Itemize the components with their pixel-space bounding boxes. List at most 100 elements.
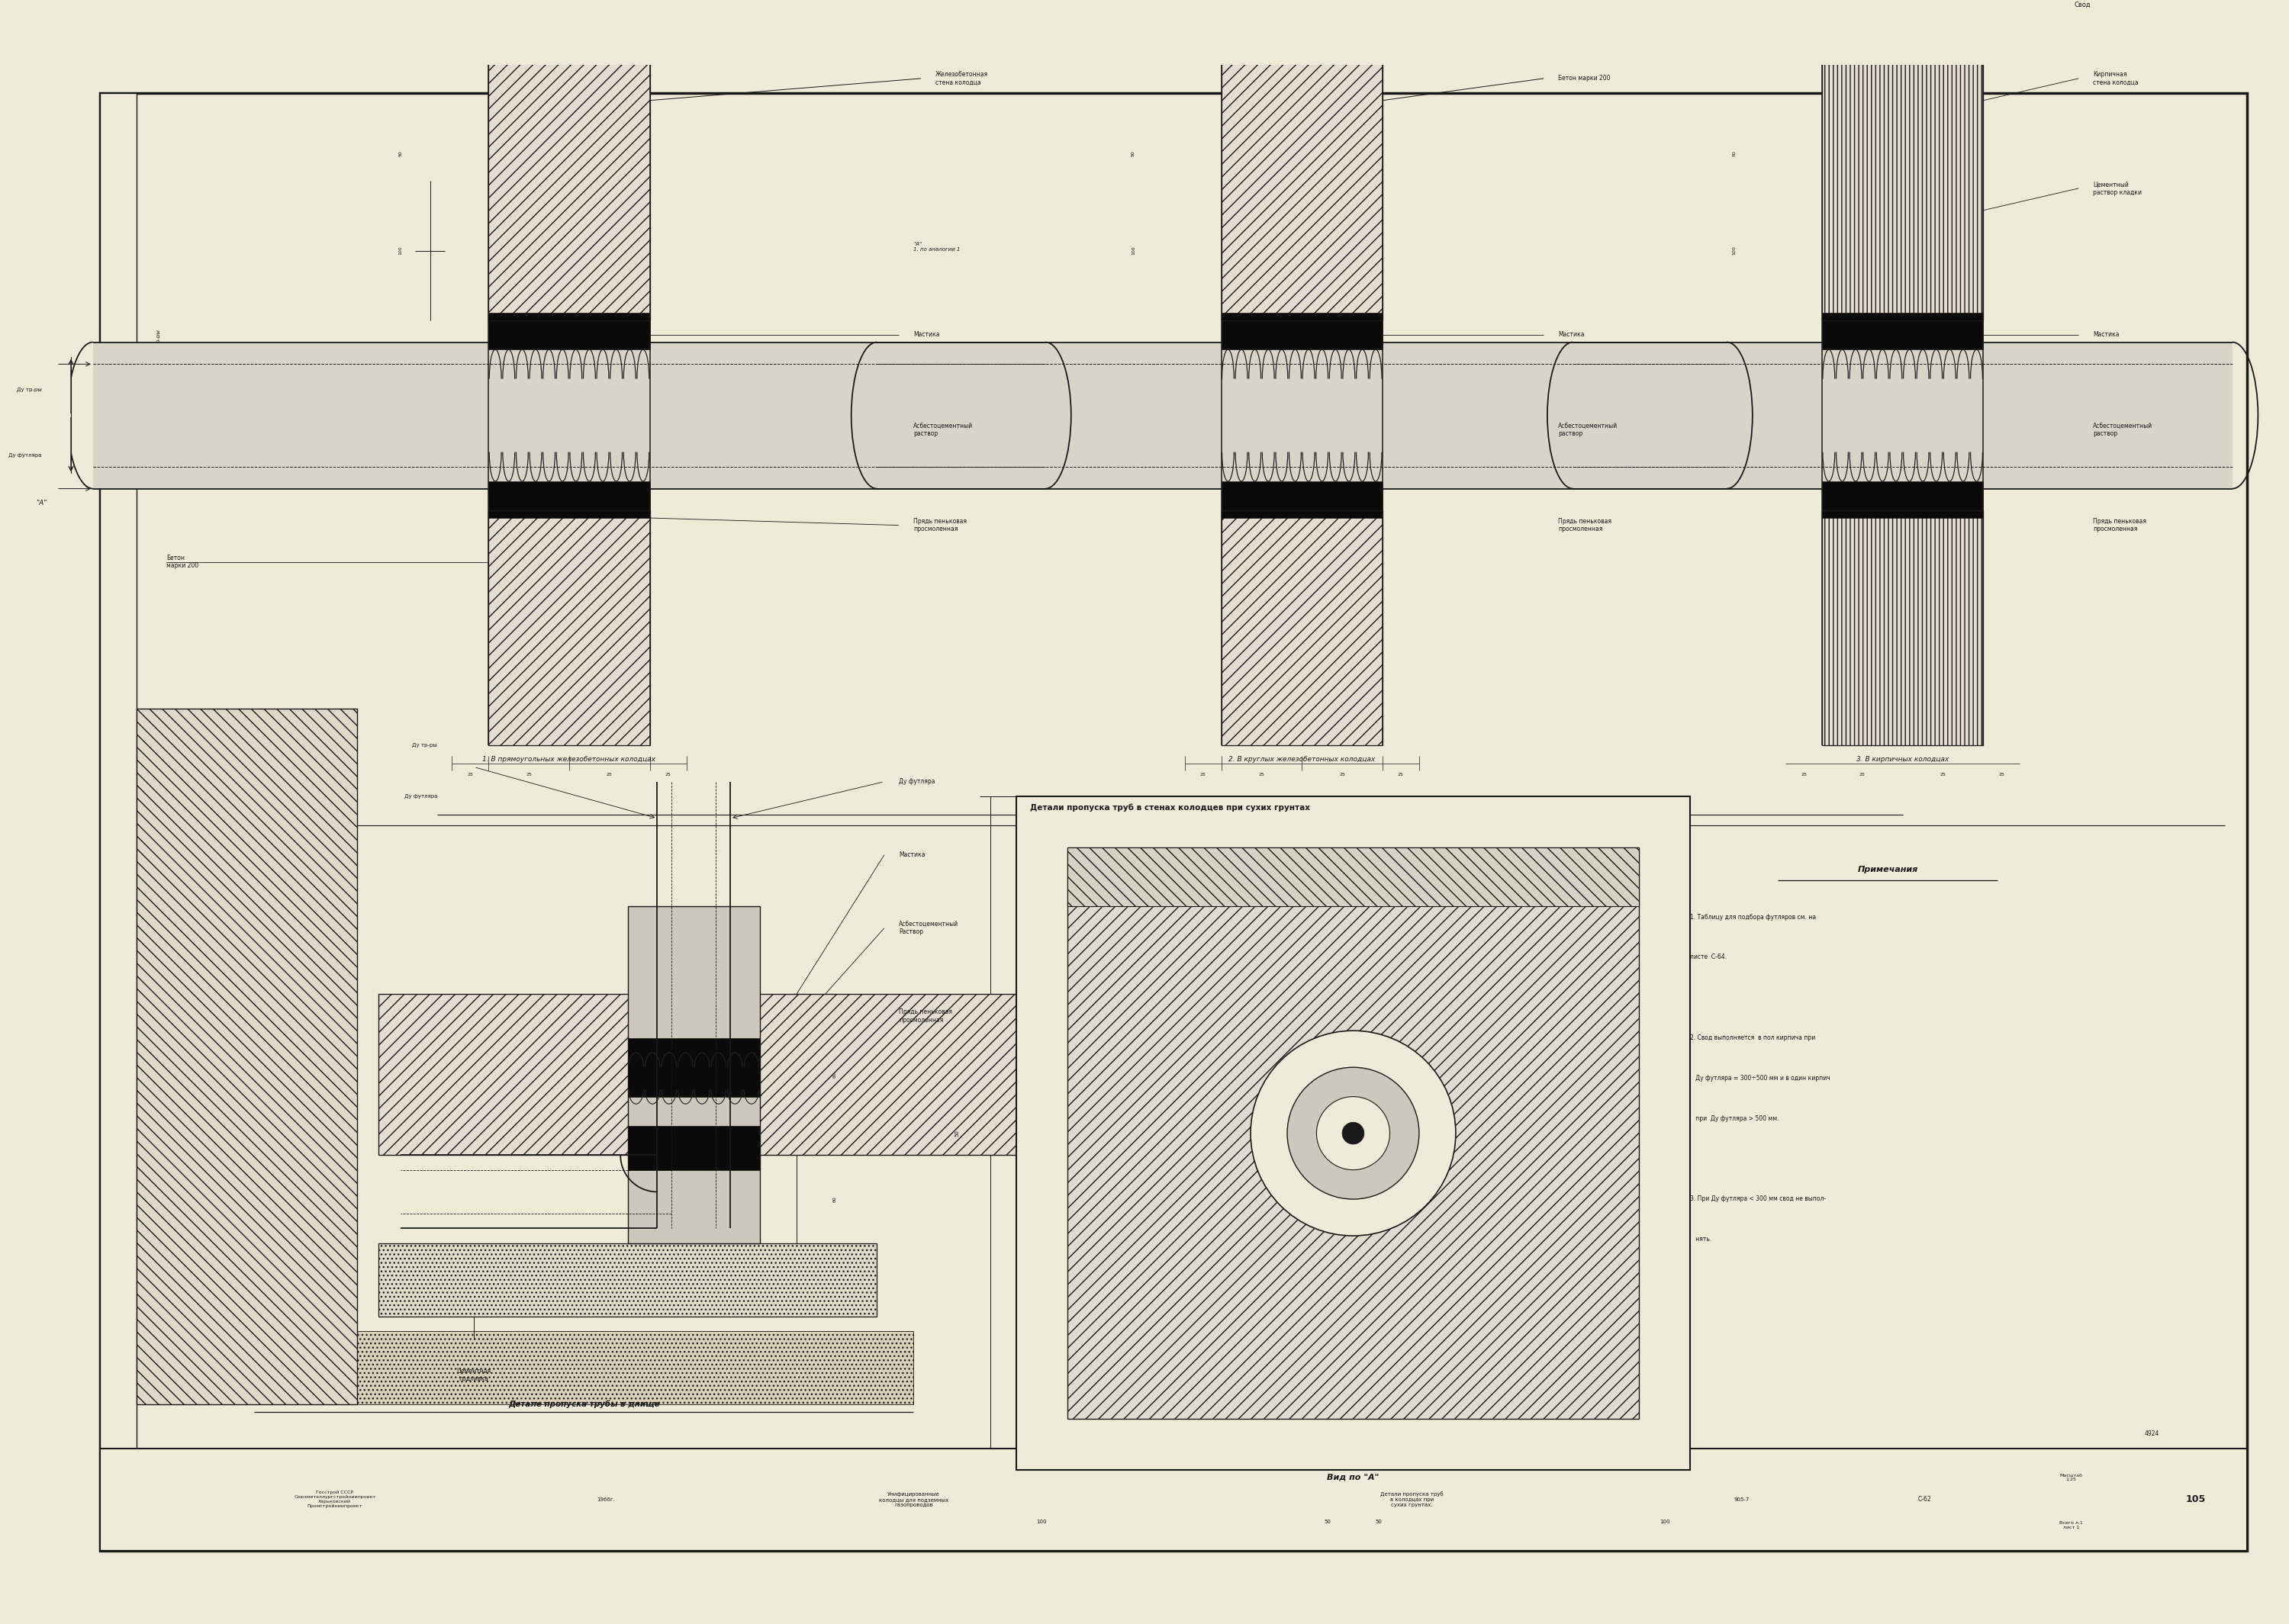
Bar (488, 313, 650, 349)
Text: 100: 100 (1037, 1518, 1046, 1523)
Text: 100: 100 (1660, 1518, 1669, 1523)
Text: Бетон
марки 200: Бетон марки 200 (167, 554, 199, 570)
Text: 25: 25 (1259, 773, 1264, 776)
Bar (1067, 848, 1639, 906)
Circle shape (1316, 1096, 1389, 1169)
Text: 25: 25 (1941, 773, 1946, 776)
Text: 2. В круглых железобетонных колодцах: 2. В круглых железобетонных колодцах (1229, 757, 1376, 763)
Text: Унифицированные
колодцы для подземных
газопроводов: Унифицированные колодцы для подземных га… (879, 1492, 948, 1507)
Text: 50: 50 (1733, 151, 1735, 156)
Text: Прядь пеньковая
просмоленная: Прядь пеньковая просмоленная (1559, 518, 1611, 533)
Text: 25: 25 (1199, 773, 1206, 776)
Text: 25: 25 (1339, 773, 1346, 776)
Text: Детали пропуска труб
в колодцах при
сухих грунтах.: Детали пропуска труб в колодцах при сухи… (1380, 1491, 1444, 1507)
Text: 25: 25 (1801, 773, 1806, 776)
Bar (1573, 343, 2232, 489)
Text: 2. Свод выполняется  в пол кирпича при: 2. Свод выполняется в пол кирпича при (1689, 1034, 1815, 1041)
Text: Цементный
раствор кладки: Цементный раствор кладки (2092, 180, 2143, 197)
Text: Цементная
подливка: Цементная подливка (458, 1367, 492, 1382)
Text: "А": "А" (37, 500, 48, 507)
Text: Примечания: Примечания (1859, 866, 1918, 874)
Text: Ду футляра: Ду футляра (9, 453, 41, 458)
Bar (488, 510, 650, 745)
Text: Ду футляра: Ду футляра (185, 362, 190, 395)
Text: Железобетонная
стена колодца: Железобетонная стена колодца (936, 71, 989, 86)
Bar (1067, 848, 1639, 1419)
Text: "А"
1. по аналогии 1: "А" 1. по аналогии 1 (913, 242, 961, 252)
Text: 25: 25 (1859, 773, 1866, 776)
Bar (1822, 481, 1982, 518)
Text: 25: 25 (467, 773, 474, 776)
Bar (1822, 42, 1982, 320)
Text: Асбестоцементный
раствор: Асбестоцементный раствор (913, 422, 973, 437)
Text: 100: 100 (1131, 247, 1135, 255)
Circle shape (1250, 1031, 1456, 1236)
Bar (1222, 42, 1383, 320)
Text: Прядь пеньковая
просмоленная: Прядь пеньковая просмоленная (2092, 518, 2147, 533)
Text: 4924: 4924 (2145, 1431, 2159, 1437)
Polygon shape (137, 1332, 913, 1405)
Text: 50: 50 (955, 1130, 959, 1137)
Circle shape (1341, 1122, 1364, 1145)
Text: 3. При Ду футляра < 300 мм свод не выпол-: 3. При Ду футляра < 300 мм свод не выпол… (1689, 1195, 1827, 1202)
Text: 25: 25 (1399, 773, 1403, 776)
Text: 25: 25 (526, 773, 531, 776)
Text: 50: 50 (1323, 1518, 1330, 1523)
Text: Детали пропуска труб в стенах колодцев при сухих грунтах: Детали пропуска труб в стенах колодцев п… (1030, 804, 1309, 812)
Text: 50: 50 (398, 151, 403, 156)
Bar (1222, 510, 1383, 745)
Text: 1. В прямоугольных железобетонных колодцах: 1. В прямоугольных железобетонных колодц… (483, 757, 655, 763)
Text: нять.: нять. (1689, 1236, 1712, 1242)
Text: Ду футляра: Ду футляра (405, 794, 437, 799)
Bar (488, 481, 650, 518)
Text: 100: 100 (398, 247, 403, 255)
Bar (627, 1125, 760, 1169)
Text: Ду футляра: Ду футляра (900, 778, 936, 784)
Bar (877, 343, 1726, 489)
Bar (488, 42, 650, 320)
Text: 25: 25 (607, 773, 613, 776)
Bar (101, 93, 137, 1449)
Text: Асбестоцементный
раствор: Асбестоцементный раствор (2092, 422, 2152, 437)
Text: Детале пропуска трубы в днище: Детале пропуска трубы в днище (508, 1400, 659, 1408)
Text: при  Ду футляра > 500 мм.: при Ду футляра > 500 мм. (1689, 1116, 1779, 1122)
Text: Мастика: Мастика (900, 851, 925, 859)
Text: Ду тр-ры: Ду тр-ры (16, 388, 41, 391)
Text: Прядь пеньковая
просмоленная: Прядь пеньковая просмоленная (900, 1009, 952, 1023)
Bar (1822, 313, 1982, 349)
Text: Мастика: Мастика (1559, 331, 1584, 338)
Text: Ду футляра = 300÷500 мм и в один кирпич: Ду футляра = 300÷500 мм и в один кирпич (1689, 1075, 1831, 1082)
Text: 3. В кирпичных колодцах: 3. В кирпичных колодцах (1856, 757, 1948, 763)
Text: Кирпичная
стена колодца: Кирпичная стена колодца (2092, 71, 2138, 86)
Text: Ду тр-ры: Ду тр-ры (156, 330, 160, 354)
Bar (1222, 481, 1383, 518)
Text: 25: 25 (666, 773, 671, 776)
Text: Госстрой СССР
Союзметаллургстройниипроект
Харьковский
Промстройниипроект: Госстрой СССР Союзметаллургстройниипроек… (293, 1491, 375, 1509)
Text: Бетон марки 200: Бетон марки 200 (1559, 75, 1611, 81)
Text: Масштаб
1:25: Масштаб 1:25 (2060, 1473, 2083, 1481)
Bar (627, 1038, 760, 1096)
Text: 50: 50 (1131, 151, 1135, 156)
Bar (627, 906, 760, 1242)
Bar (378, 994, 1023, 1155)
Text: 60: 60 (833, 1072, 838, 1078)
Text: Асбестоцементный
Раствор: Асбестоцементный Раствор (900, 921, 959, 935)
Bar (101, 1449, 2248, 1551)
Bar (1222, 313, 1383, 349)
Text: 50: 50 (1376, 1518, 1383, 1523)
Text: Вид по "А": Вид по "А" (1328, 1473, 1380, 1481)
Text: листе  С-64.: листе С-64. (1689, 953, 1726, 961)
Text: Ду тр-ры: Ду тр-ры (412, 742, 437, 747)
Text: Мастика: Мастика (913, 331, 941, 338)
Text: Свод: Свод (2074, 2, 2090, 8)
Text: 1966г.: 1966г. (597, 1497, 616, 1502)
Bar (1822, 510, 1982, 745)
Text: 905-7: 905-7 (1733, 1497, 1749, 1502)
Text: Прядь пеньковая
просмоленная: Прядь пеньковая просмоленная (913, 518, 966, 533)
Text: Всего л.1
лист 1: Всего л.1 лист 1 (2060, 1522, 2083, 1530)
Text: С-62: С-62 (1918, 1496, 1932, 1502)
Text: Мастика: Мастика (2092, 331, 2120, 338)
Text: 25: 25 (1998, 773, 2005, 776)
Text: 100: 100 (1733, 247, 1735, 255)
Bar (1016, 796, 1689, 1470)
